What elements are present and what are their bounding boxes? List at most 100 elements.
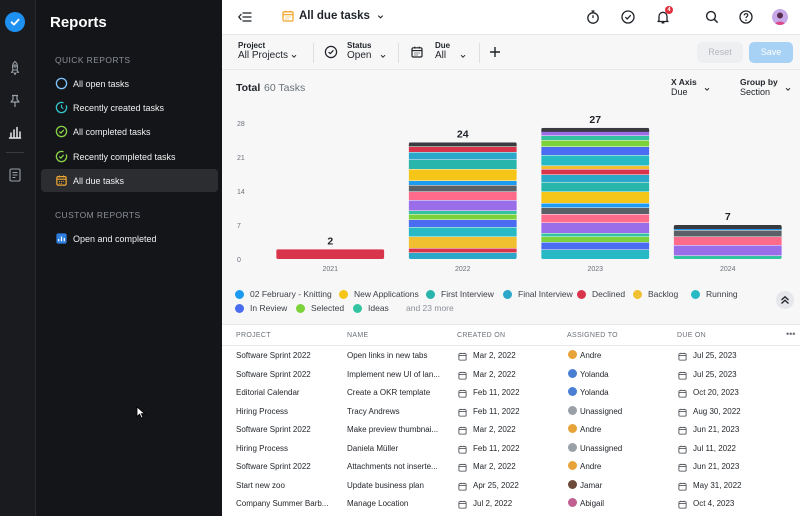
total-count: 60 Tasks (264, 82, 306, 94)
report-title-dropdown[interactable]: All due tasks (281, 9, 385, 23)
collapse-chart-button[interactable] (776, 291, 794, 309)
legend-item[interactable]: Declined (577, 289, 625, 299)
cell-created-on: Mar 2, 2022 (473, 351, 516, 360)
sidebar-item-all-open-tasks[interactable]: All open tasks (41, 72, 218, 95)
bell-icon[interactable] (655, 9, 671, 25)
cell-name: Tracy Andrews (347, 406, 400, 416)
cell-project: Start new zoo (236, 480, 285, 490)
legend-color-dot (235, 303, 244, 313)
save-button[interactable]: Save (749, 42, 793, 63)
rail-divider (6, 152, 24, 153)
sidebar-item-recently-created-tasks[interactable]: Recently created tasks (41, 96, 218, 119)
filter-value: All (435, 50, 447, 61)
add-filter-icon[interactable] (489, 46, 501, 58)
calendar-icon (678, 387, 687, 398)
bar-2023[interactable] (541, 127, 650, 259)
column-header-created-on[interactable]: CREATED ON (457, 332, 506, 339)
timer-icon[interactable] (585, 9, 601, 25)
data-label: 27 (589, 114, 601, 126)
legend-item[interactable]: 02 February - Knitting (235, 289, 332, 299)
sidebar-item-label: All open tasks (73, 78, 130, 89)
x-axis-dropdown[interactable]: X Axis Due (671, 77, 711, 97)
bar-2021[interactable] (276, 249, 385, 259)
bar-2022[interactable] (408, 142, 517, 259)
y-tick-label: 7 (237, 223, 241, 230)
collapse-sidebar-icon[interactable] (237, 9, 253, 25)
table-row[interactable]: Software Sprint 2022 Make preview thumbna… (222, 420, 800, 439)
help-icon[interactable] (738, 9, 754, 25)
reset-button[interactable]: Reset (697, 42, 743, 63)
legend-item[interactable]: Ideas (353, 303, 389, 313)
cell-due-on: Jul 25, 2023 (693, 351, 737, 360)
legend-label: Backlog (648, 289, 679, 299)
cell-project: Hiring Process (236, 443, 289, 453)
assignee-avatar (568, 405, 577, 415)
table-header: PROJECT NAME CREATED ON ASSIGNED TO DUE … (222, 324, 800, 346)
main-panel: All due tasks 4 Project All Projects Sta… (222, 0, 800, 516)
search-icon[interactable] (704, 9, 720, 25)
more-options-icon[interactable]: ••• (786, 329, 796, 339)
sidebar-item-label: Recently completed tasks (73, 151, 176, 162)
user-avatar[interactable] (772, 9, 788, 25)
option-label: X Axis (671, 77, 697, 87)
sidebar-item-recently-completed-tasks[interactable]: Recently completed tasks (41, 145, 218, 168)
app-logo-icon[interactable] (5, 12, 25, 32)
reports-chart-icon[interactable] (7, 124, 23, 140)
legend-item[interactable]: Running (691, 289, 738, 299)
table-row[interactable]: Company Summer Barb... Manage Location Jul… (222, 494, 800, 513)
table-row[interactable]: Software Sprint 2022 Open links in new ta… (222, 346, 800, 365)
table-row[interactable]: Software Sprint 2022 Implement new UI of … (222, 365, 800, 384)
column-header-project[interactable]: PROJECT (236, 332, 271, 339)
legend-item[interactable]: First Interview (426, 289, 494, 299)
cell-created-on: Feb 11, 2022 (473, 406, 520, 416)
top-bar: All due tasks 4 (222, 0, 800, 35)
assignee-avatar (568, 387, 577, 396)
pin-icon[interactable] (7, 93, 23, 109)
column-header-due-on[interactable]: DUE ON (677, 332, 707, 339)
sidebar-item-open-and-completed[interactable]: Open and completed (41, 227, 218, 250)
check-circle-icon[interactable] (620, 9, 636, 25)
legend-color-dot (353, 303, 362, 313)
legend-label: 02 February - Knitting (250, 289, 332, 299)
group-by-dropdown[interactable]: Group by Section (740, 77, 792, 97)
legend-item[interactable]: Final Interview (503, 289, 573, 299)
calendar-icon (458, 350, 467, 361)
rocket-icon[interactable] (7, 60, 23, 76)
cell-created-on: Mar 2, 2022 (473, 369, 516, 379)
table-row[interactable]: Editorial Calendar Create a OKR template F… (222, 383, 800, 402)
legend-color-dot (633, 289, 642, 299)
cell-name: Implement new UI of lan... (347, 369, 440, 379)
table-row[interactable]: Hiring Process Daniela Müller Feb 11, 2022… (222, 439, 800, 458)
table-row[interactable]: Hiring Process Tracy Andrews Feb 11, 2022 U… (222, 402, 800, 421)
sidebar-item-all-completed-tasks[interactable]: All completed tasks (41, 120, 218, 143)
notes-icon[interactable] (7, 167, 23, 183)
table-row[interactable]: Software Sprint 2022 Attachments not inse… (222, 457, 800, 476)
chevron-down-icon (785, 87, 791, 91)
check-circle-dashed-icon (55, 150, 68, 163)
due-filter-dropdown[interactable]: Due All (435, 41, 469, 61)
legend-item[interactable]: Selected (296, 303, 344, 313)
legend-item[interactable]: New Applications (339, 289, 419, 299)
sidebar-item-all-due-tasks[interactable]: All due tasks (41, 169, 218, 192)
assignee-avatar (568, 350, 577, 359)
cell-project: Software Sprint 2022 (236, 425, 311, 434)
column-header-assigned-to[interactable]: ASSIGNED TO (567, 332, 618, 339)
legend-item[interactable]: Backlog (633, 289, 678, 299)
assignee-avatar (568, 498, 577, 507)
status-filter-dropdown[interactable]: Status Open (347, 41, 387, 61)
legend-color-dot (426, 289, 435, 299)
table-row[interactable]: Start new zoo Update business plan Apr 25,… (222, 476, 800, 495)
cell-assigned-to: Yolanda (580, 369, 609, 379)
legend-item[interactable]: In Review (235, 303, 287, 313)
column-header-name[interactable]: NAME (347, 332, 369, 339)
custom-reports-heading: CUSTOM REPORTS (55, 210, 141, 220)
bar-2024[interactable] (673, 225, 782, 259)
circle-open-icon (55, 77, 68, 90)
legend-more-link[interactable]: and 23 more (406, 303, 454, 313)
project-filter-dropdown[interactable]: Project All Projects (238, 41, 300, 61)
data-label: 7 (725, 211, 731, 223)
cell-created-on: Jul 2, 2022 (473, 499, 513, 508)
circle-clock-icon (55, 101, 68, 114)
calendar-icon (411, 46, 423, 58)
legend-label: First Interview (441, 289, 494, 299)
